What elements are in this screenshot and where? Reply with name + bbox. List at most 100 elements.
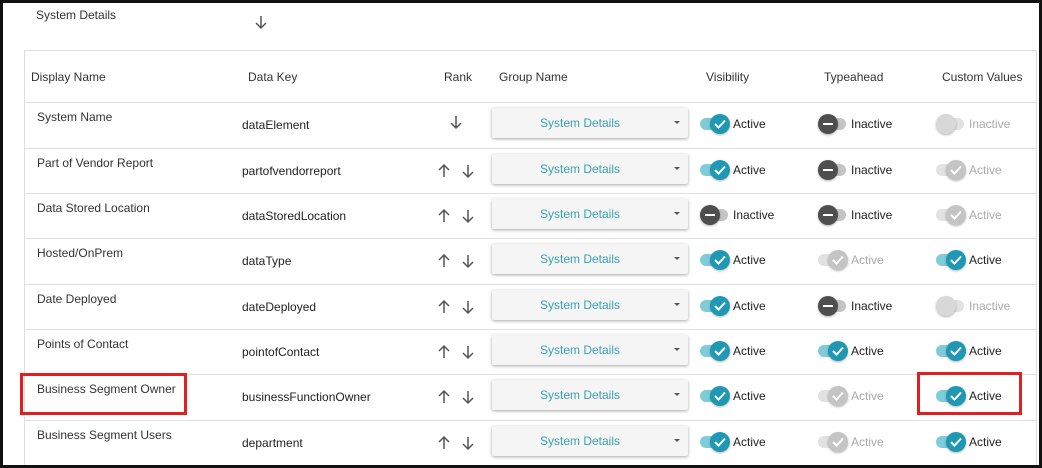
move-down[interactable] [461, 208, 475, 224]
toggle[interactable] [936, 250, 966, 270]
data-key: partofvendorreport [242, 164, 341, 178]
toggle-icon [823, 305, 833, 307]
group-dropdown[interactable]: System Details [492, 380, 688, 410]
row-divider [24, 284, 1037, 285]
toggle-icon [714, 119, 726, 129]
toggle[interactable] [818, 160, 848, 180]
move-down[interactable] [461, 389, 475, 405]
toggle-label: Inactive [969, 299, 1011, 313]
toggle[interactable] [936, 432, 966, 452]
group-dropdown[interactable]: System Details [492, 290, 688, 320]
group-dropdown[interactable]: System Details [492, 108, 688, 138]
move-up[interactable] [437, 299, 451, 315]
row-divider [24, 420, 1037, 421]
toggle[interactable] [700, 432, 730, 452]
move-down[interactable] [449, 114, 463, 130]
display-name: Data Stored Location [37, 201, 150, 215]
toggle-knob [946, 432, 966, 452]
toggle-label: Active [733, 163, 766, 177]
toggle-icon [823, 169, 833, 171]
toggle-knob [946, 205, 966, 225]
toggle[interactable] [936, 386, 966, 406]
toggle-icon [950, 210, 962, 220]
toggle-label: Inactive [851, 163, 893, 177]
table-border [24, 50, 25, 465]
move-up[interactable] [437, 389, 451, 405]
toggle-label: Active [733, 435, 766, 449]
data-key: dateDeployed [242, 300, 317, 314]
toggle[interactable] [818, 114, 848, 134]
toggle-label: Active [851, 435, 884, 449]
toggle-label: Active [733, 389, 766, 403]
toggle-icon [705, 214, 715, 216]
move-up[interactable] [437, 344, 451, 360]
row-divider [24, 102, 1037, 103]
toggle-knob [818, 296, 838, 316]
toggle-label: Inactive [969, 117, 1011, 131]
toggle[interactable] [700, 160, 730, 180]
move-up[interactable] [437, 163, 451, 179]
data-key: businessFunctionOwner [242, 390, 371, 404]
toggle-knob [936, 296, 956, 316]
toggle[interactable] [700, 114, 730, 134]
move-down[interactable] [461, 299, 475, 315]
toggle[interactable] [700, 386, 730, 406]
toggle-label: Active [969, 344, 1002, 358]
toggle[interactable] [700, 250, 730, 270]
toggle-knob [818, 160, 838, 180]
toggle-knob [818, 114, 838, 134]
toggle-label: Active [969, 435, 1002, 449]
dropdown-caret [674, 393, 680, 396]
group-dropdown[interactable]: System Details [492, 244, 688, 274]
group-dropdown[interactable]: System Details [492, 154, 688, 184]
toggle [818, 250, 848, 270]
toggle[interactable] [700, 296, 730, 316]
section-title: System Details [36, 8, 117, 22]
toggle-knob [946, 386, 966, 406]
toggle-icon [950, 391, 962, 401]
sort-arrow[interactable] [254, 14, 268, 30]
toggle-knob [946, 341, 966, 361]
toggle-label: Active [851, 344, 884, 358]
move-up[interactable] [437, 208, 451, 224]
toggle-icon [950, 165, 962, 175]
toggle[interactable] [700, 205, 730, 225]
dropdown-caret [674, 439, 680, 442]
toggle[interactable] [700, 341, 730, 361]
toggle-label: Inactive [851, 117, 893, 131]
row-divider [24, 329, 1037, 330]
toggle [936, 296, 966, 316]
toggle-knob [710, 296, 730, 316]
table-border [1036, 50, 1037, 465]
column-header: Rank [444, 70, 473, 84]
dropdown-caret [674, 348, 680, 351]
group-dropdown[interactable]: System Details [492, 199, 688, 229]
row-divider [24, 374, 1037, 375]
group-dropdown[interactable]: System Details [492, 335, 688, 365]
toggle-icon [823, 123, 833, 125]
dropdown-text: System Details [539, 252, 621, 266]
toggle[interactable] [818, 205, 848, 225]
toggle[interactable] [818, 341, 848, 361]
toggle-icon [950, 255, 962, 265]
toggle-icon [832, 437, 844, 447]
data-key: pointofContact [242, 345, 320, 359]
toggle-knob [710, 114, 730, 134]
move-down[interactable] [461, 435, 475, 451]
move-down[interactable] [461, 253, 475, 269]
toggle[interactable] [818, 296, 848, 316]
group-dropdown[interactable]: System Details [492, 426, 688, 456]
move-up[interactable] [437, 253, 451, 269]
toggle[interactable] [936, 341, 966, 361]
toggle-label: Active [851, 389, 884, 403]
column-header: Display Name [31, 70, 106, 84]
move-down[interactable] [461, 344, 475, 360]
toggle-knob [946, 250, 966, 270]
column-header: Custom Values [942, 70, 1023, 84]
move-down[interactable] [461, 163, 475, 179]
column-header: Visibility [706, 70, 750, 84]
toggle-knob [828, 386, 848, 406]
move-up[interactable] [437, 435, 451, 451]
toggle-knob [710, 386, 730, 406]
toggle-icon [714, 437, 726, 447]
